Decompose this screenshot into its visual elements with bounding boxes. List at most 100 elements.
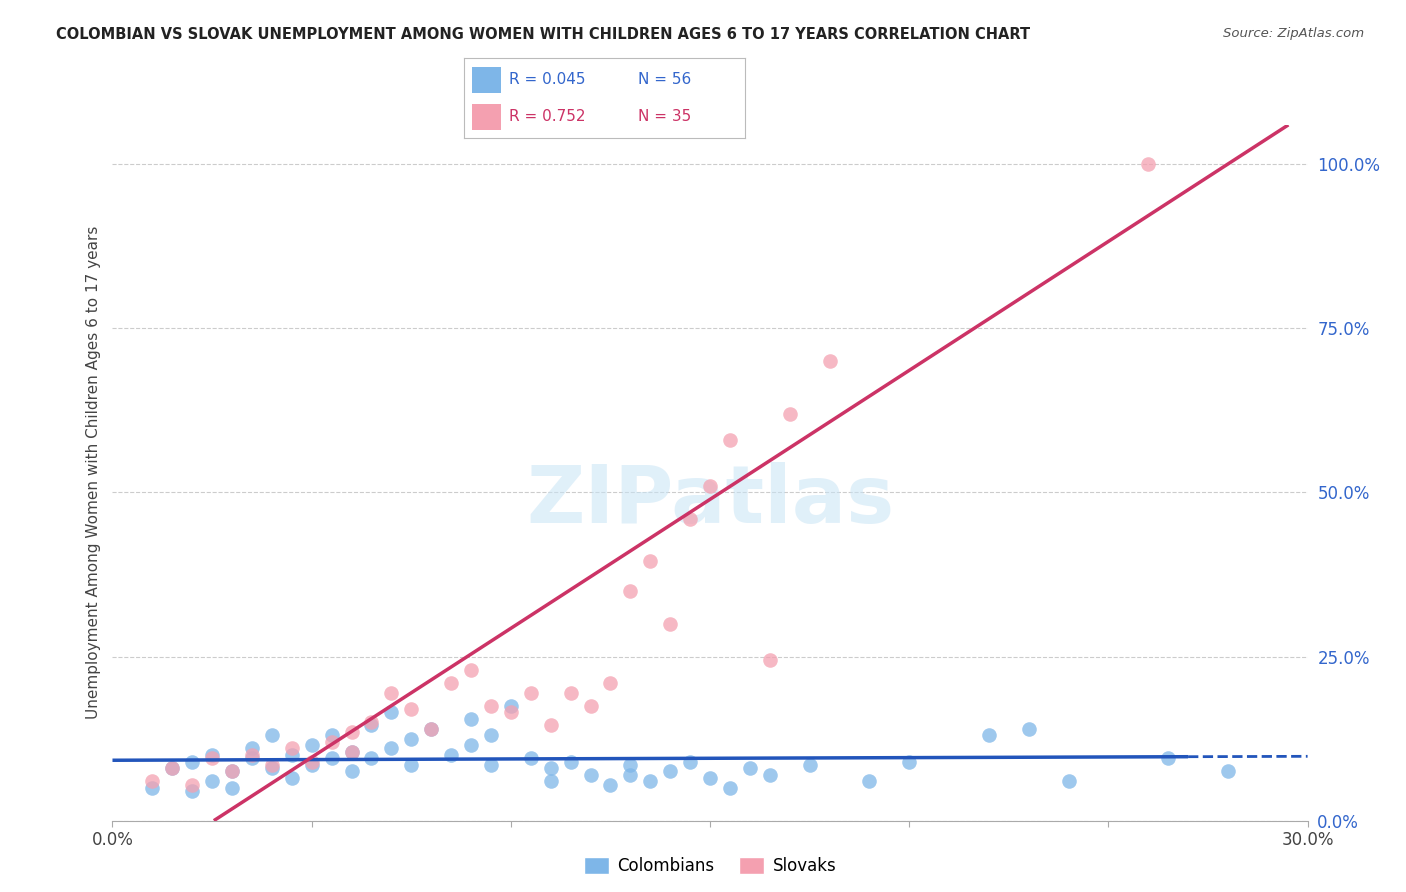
- Point: [718, 433, 741, 447]
- Point: [360, 715, 382, 730]
- Point: [240, 741, 263, 756]
- Point: [759, 767, 782, 781]
- Point: [619, 583, 641, 598]
- Point: [1137, 157, 1160, 171]
- Point: [162, 761, 183, 775]
- Point: [460, 712, 482, 726]
- Point: [679, 512, 702, 526]
- Point: [221, 764, 243, 779]
- Point: [221, 764, 243, 779]
- Point: [520, 686, 543, 700]
- Point: [360, 718, 382, 732]
- Point: [201, 747, 224, 762]
- Point: [699, 771, 721, 785]
- Point: [858, 774, 880, 789]
- Point: [380, 686, 402, 700]
- Point: [340, 745, 363, 759]
- Point: [260, 728, 283, 742]
- Point: [260, 757, 283, 772]
- Point: [401, 757, 423, 772]
- Point: [659, 616, 682, 631]
- Text: N = 35: N = 35: [638, 109, 692, 124]
- Point: [1057, 774, 1080, 789]
- Point: [181, 755, 204, 769]
- Point: [420, 722, 443, 736]
- Point: [201, 751, 224, 765]
- Point: [460, 738, 482, 752]
- Point: [759, 653, 782, 667]
- Point: [599, 675, 621, 690]
- Point: [440, 675, 463, 690]
- Point: [281, 747, 304, 762]
- Point: [181, 778, 204, 792]
- Point: [440, 747, 463, 762]
- Point: [540, 774, 562, 789]
- Text: R = 0.045: R = 0.045: [509, 72, 585, 87]
- Point: [301, 757, 323, 772]
- Point: [301, 755, 323, 769]
- Point: [281, 741, 304, 756]
- Point: [799, 757, 821, 772]
- Point: [281, 771, 304, 785]
- Point: [401, 731, 423, 746]
- Point: [1157, 751, 1180, 765]
- Point: [619, 757, 641, 772]
- Point: [380, 741, 402, 756]
- Point: [540, 761, 562, 775]
- Text: N = 56: N = 56: [638, 72, 692, 87]
- Point: [301, 738, 323, 752]
- Point: [321, 735, 343, 749]
- Point: [520, 751, 543, 765]
- Point: [321, 751, 343, 765]
- Point: [479, 728, 502, 742]
- Point: [181, 784, 204, 798]
- Point: [479, 757, 502, 772]
- Point: [141, 780, 163, 795]
- Point: [718, 780, 741, 795]
- Point: [638, 554, 662, 568]
- Point: [401, 702, 423, 716]
- Point: [479, 698, 502, 713]
- Point: [221, 780, 243, 795]
- Text: R = 0.752: R = 0.752: [509, 109, 585, 124]
- Point: [818, 354, 841, 368]
- Point: [898, 755, 921, 769]
- Text: ZIPatlas: ZIPatlas: [526, 461, 894, 540]
- Point: [201, 774, 224, 789]
- Point: [240, 747, 263, 762]
- Point: [380, 706, 402, 720]
- Point: [1018, 722, 1040, 736]
- Point: [499, 698, 522, 713]
- Point: [619, 767, 641, 781]
- Y-axis label: Unemployment Among Women with Children Ages 6 to 17 years: Unemployment Among Women with Children A…: [86, 226, 101, 720]
- Point: [360, 751, 382, 765]
- Point: [460, 663, 482, 677]
- Point: [340, 725, 363, 739]
- Point: [560, 686, 582, 700]
- Point: [240, 751, 263, 765]
- Point: [141, 774, 163, 789]
- FancyBboxPatch shape: [472, 103, 501, 130]
- Point: [699, 479, 721, 493]
- Point: [599, 778, 621, 792]
- Point: [779, 407, 801, 421]
- Legend: Colombians, Slovaks: Colombians, Slovaks: [576, 850, 844, 882]
- Point: [977, 728, 1000, 742]
- Point: [560, 755, 582, 769]
- Text: COLOMBIAN VS SLOVAK UNEMPLOYMENT AMONG WOMEN WITH CHILDREN AGES 6 TO 17 YEARS CO: COLOMBIAN VS SLOVAK UNEMPLOYMENT AMONG W…: [56, 27, 1031, 42]
- Point: [540, 718, 562, 732]
- Point: [638, 774, 662, 789]
- Point: [340, 764, 363, 779]
- FancyBboxPatch shape: [472, 67, 501, 94]
- Point: [738, 761, 761, 775]
- Point: [420, 722, 443, 736]
- Point: [679, 755, 702, 769]
- Point: [659, 764, 682, 779]
- Point: [579, 698, 602, 713]
- Point: [1216, 764, 1239, 779]
- Point: [499, 706, 522, 720]
- Point: [340, 745, 363, 759]
- Point: [321, 728, 343, 742]
- Point: [260, 761, 283, 775]
- Text: Source: ZipAtlas.com: Source: ZipAtlas.com: [1223, 27, 1364, 40]
